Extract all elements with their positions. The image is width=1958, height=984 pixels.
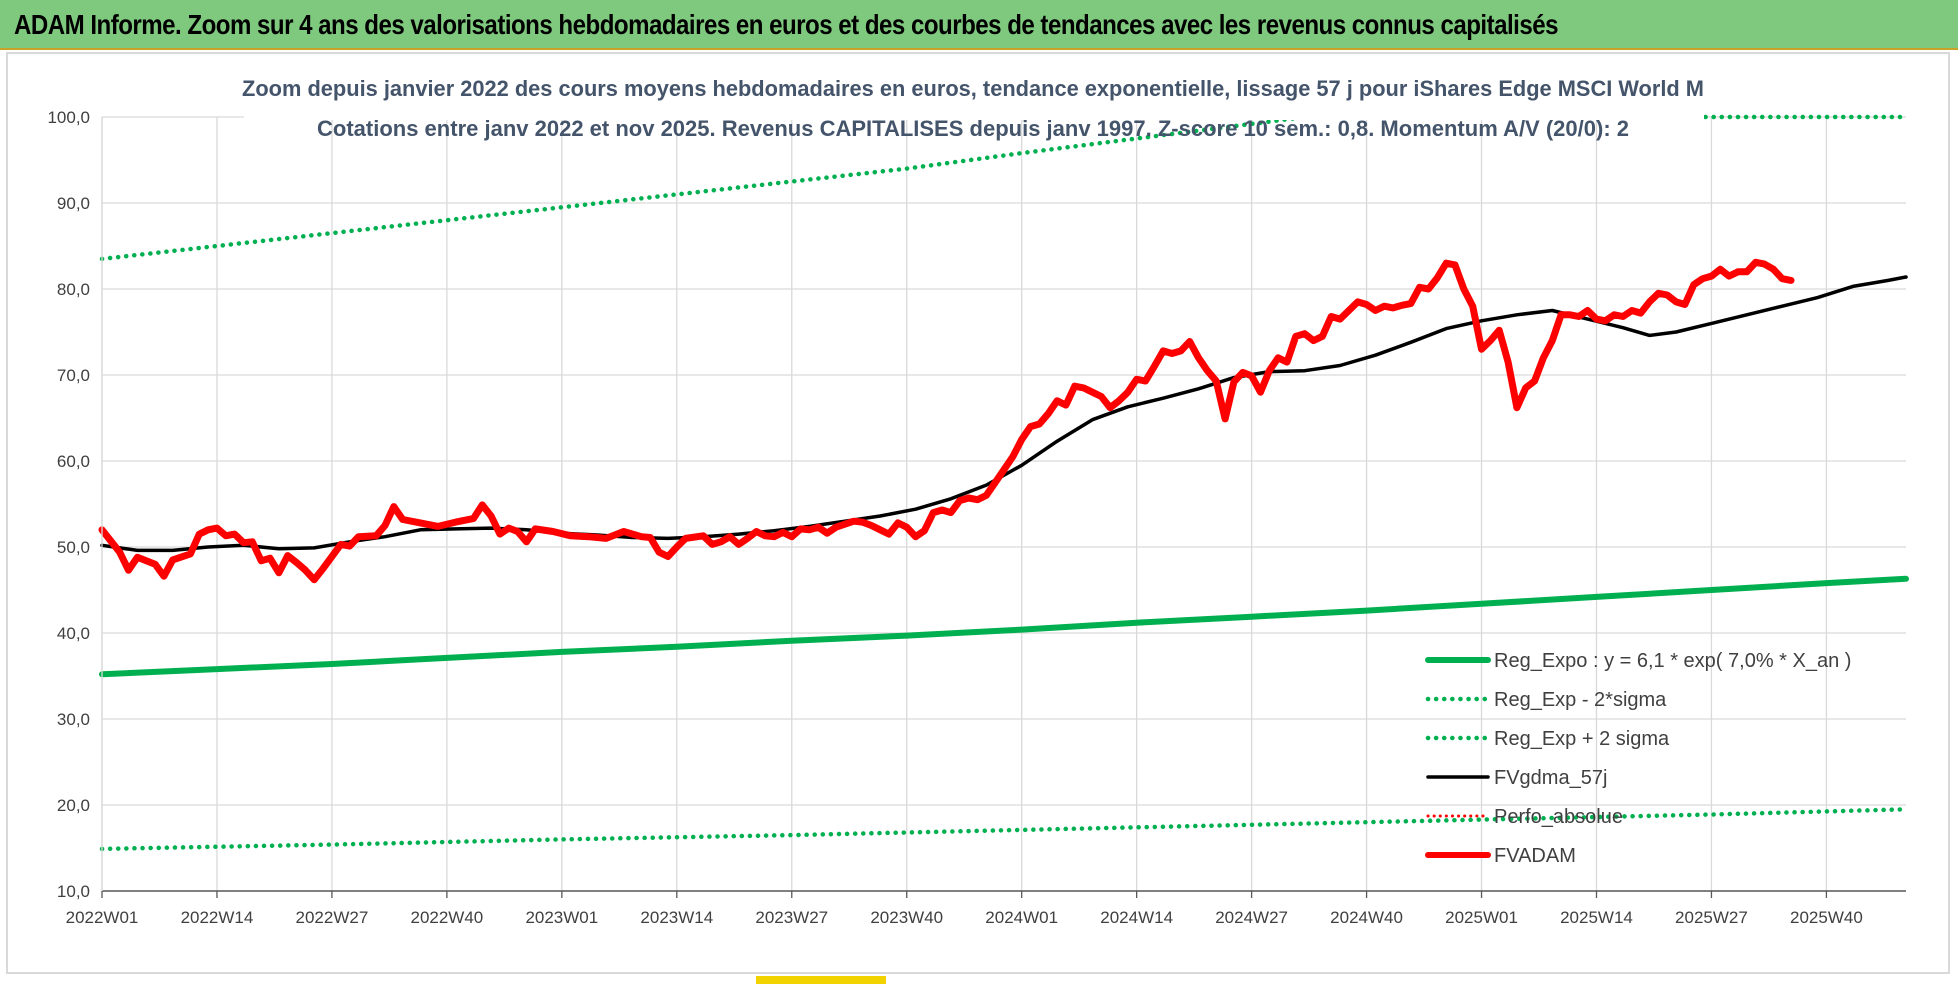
x-tick-label: 2022W40 (410, 908, 483, 927)
y-tick-label: 60,0 (57, 452, 90, 471)
y-tick-label: 10,0 (57, 882, 90, 901)
y-tick-label: 40,0 (57, 624, 90, 643)
y-tick-label: 50,0 (57, 538, 90, 557)
legend-label: Reg_Exp + 2 sigma (1494, 728, 1670, 750)
legend-label: Reg_Expo : y = 6,1 * exp( 7,0% * X_an ) (1494, 650, 1851, 672)
y-tick-label: 30,0 (57, 710, 90, 729)
x-tick-label: 2025W14 (1560, 908, 1633, 927)
chart-svg: 100,0 90,0 80,0 70,0 60,0 50,0 40,0 30,0 20,0 10,… (47, 60, 1909, 927)
series-line-reg_exp (99, 114, 1909, 262)
legend-label: Reg_Exp - 2*sigma (1494, 689, 1667, 711)
x-tick-label: 2025W40 (1790, 908, 1863, 927)
x-tick-label: 2025W01 (1445, 908, 1518, 927)
chart-area: 100,0 90,0 80,0 70,0 60,0 50,0 40,0 30,0 20,0 10,… (6, 52, 1950, 974)
y-tick-label: 80,0 (57, 280, 90, 299)
header-bar: ADAM Informe. Zoom sur 4 ans des valoris… (0, 0, 1958, 50)
y-tick-label: 20,0 (57, 796, 90, 815)
series-line-fvadam (98, 258, 1795, 584)
series-layer (98, 114, 1909, 852)
x-tick-label: 2022W01 (66, 908, 139, 927)
bottom-accent-bar (756, 976, 886, 984)
chart-subtitle: Cotations entre janv 2022 et nov 2025. R… (317, 116, 1629, 141)
chart-title-block: Zoom depuis janvier 2022 des cours moyen… (242, 60, 1704, 141)
y-tick-label: 100,0 (47, 108, 90, 127)
legend: Reg_Expo : y = 6,1 * exp( 7,0% * X_an ) R… (1425, 650, 1851, 867)
legend-label: FVADAM (1494, 845, 1576, 867)
y-tick-label: 90,0 (57, 194, 90, 213)
y-tick-label: 70,0 (57, 366, 90, 385)
legend-label: Perfo_absolue (1494, 806, 1623, 828)
legend-label: FVgdma_57j (1494, 767, 1607, 789)
page-title: ADAM Informe. Zoom sur 4 ans des valoris… (14, 9, 1558, 40)
chart-title: Zoom depuis janvier 2022 des cours moyen… (242, 76, 1704, 101)
series-line-reg_exp (99, 807, 1909, 852)
x-tick-label: 2024W40 (1330, 908, 1403, 927)
x-tick-label: 2024W27 (1215, 908, 1288, 927)
x-tick-label: 2022W14 (181, 908, 254, 927)
grid-layer (101, 116, 1906, 892)
x-tick-label: 2024W14 (1100, 908, 1173, 927)
x-tick-label: 2025W27 (1675, 908, 1748, 927)
x-tick-label: 2023W40 (870, 908, 943, 927)
x-tick-label: 2023W27 (755, 908, 828, 927)
axis-layer: 100,0 90,0 80,0 70,0 60,0 50,0 40,0 30,0 20,0 10,… (47, 108, 1906, 927)
x-tick-label: 2024W01 (985, 908, 1058, 927)
x-tick-label: 2023W01 (525, 908, 598, 927)
x-tick-label: 2023W14 (640, 908, 713, 927)
title-backdrop (244, 60, 1704, 120)
series-line-fvgdma_57j (100, 275, 1908, 553)
x-tick-label: 2022W27 (296, 908, 369, 927)
series-line-reg_expo (99, 575, 1909, 678)
